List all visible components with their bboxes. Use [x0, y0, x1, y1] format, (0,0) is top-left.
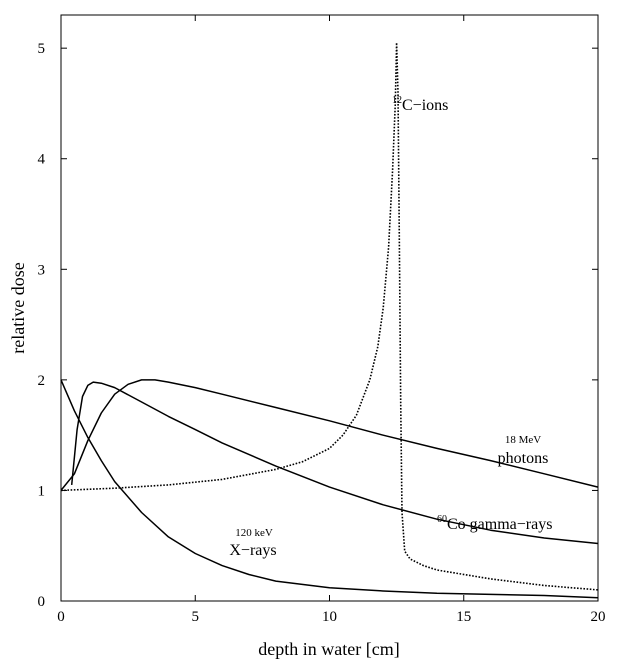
x-tick-label: 20 — [591, 609, 606, 625]
y-tick-label: 2 — [38, 373, 46, 389]
series-line-60co-gamma-rays — [70, 381, 599, 545]
series-line-120-kev-x-rays — [60, 379, 599, 599]
x-tick-label: 15 — [456, 609, 471, 625]
xray-energy-label: 120 keV — [235, 527, 273, 539]
xray-label: X−rays — [229, 542, 276, 559]
y-tick-label: 1 — [38, 483, 46, 499]
y-axis-label: relative dose — [8, 262, 28, 353]
y-tick-label: 0 — [38, 594, 46, 610]
cobalt-label: 60Co gamma−rays — [437, 514, 552, 533]
carbon-ions-text: C−ions — [402, 97, 448, 114]
photons-energy-label: 18 MeV — [505, 434, 541, 446]
series-line-12c-ions — [60, 41, 599, 591]
x-tick-label: 0 — [57, 609, 65, 625]
photons-label: photons — [498, 450, 549, 467]
series-line-18-mev-photons — [60, 379, 599, 491]
x-axis-label: depth in water [cm] — [258, 639, 399, 659]
cobalt-text: Co gamma−rays — [447, 516, 552, 533]
x-tick-label: 10 — [322, 609, 337, 625]
y-tick-label: 5 — [38, 41, 46, 57]
cobalt-superscript: 60 — [437, 514, 447, 525]
x-tick-label: 5 — [192, 609, 200, 625]
y-tick-label: 4 — [38, 152, 46, 168]
y-tick-label: 3 — [38, 262, 46, 278]
carbon-ions-label: 12C−ions — [392, 95, 448, 114]
series-layer — [60, 41, 599, 599]
carbon-ions-superscript: 12 — [392, 95, 402, 106]
